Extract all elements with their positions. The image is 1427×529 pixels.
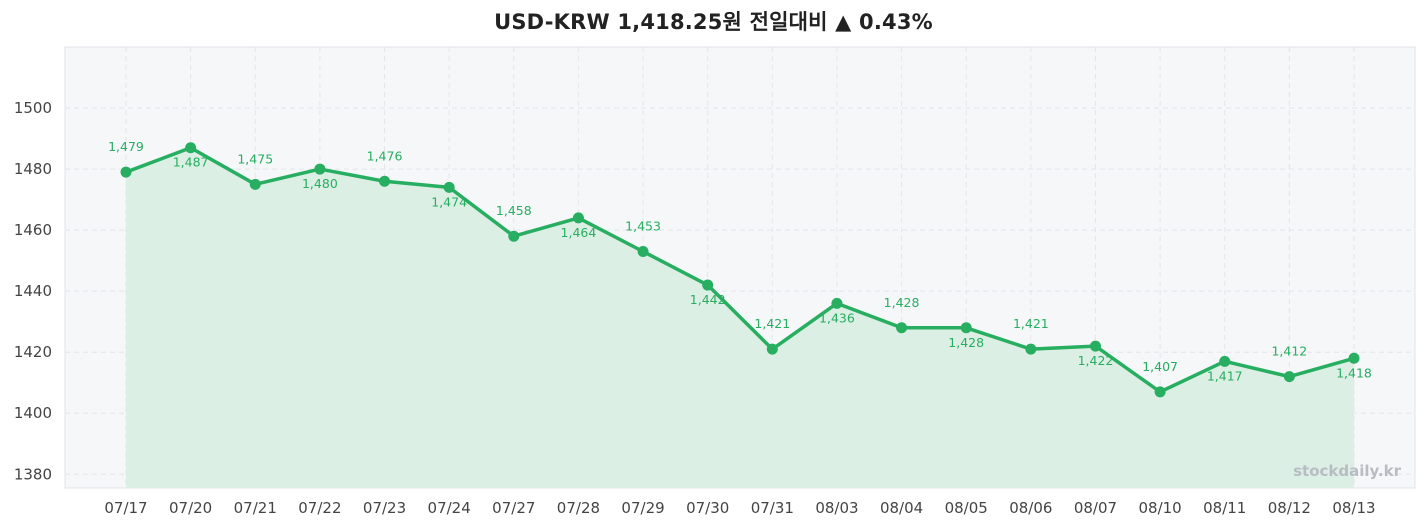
x-tick-label: 07/30 [686, 499, 729, 517]
data-point [249, 178, 261, 190]
x-tick-label: 08/05 [945, 499, 988, 517]
y-tick-label: 1380 [14, 465, 52, 483]
x-tick-label: 08/03 [815, 499, 858, 517]
data-point [960, 322, 972, 334]
x-tick-label: 07/17 [104, 499, 147, 517]
y-axis-ticks: 1380 1400 1420 1440 1460 1480 1500 [14, 99, 52, 483]
x-tick-label: 08/11 [1203, 499, 1246, 517]
data-label: 1,407 [1142, 359, 1178, 374]
x-tick-label: 07/20 [169, 499, 212, 517]
x-tick-label: 07/29 [621, 499, 664, 517]
data-point [1348, 352, 1360, 364]
x-tick-label: 07/31 [751, 499, 794, 517]
data-label: 1,428 [948, 335, 984, 350]
data-point [1089, 340, 1101, 352]
data-label: 1,474 [431, 194, 467, 209]
y-tick-label: 1460 [14, 221, 52, 239]
data-point [120, 166, 132, 178]
data-point [896, 322, 908, 334]
data-label: 1,464 [561, 225, 597, 240]
watermark: stockdaily.kr [1293, 462, 1401, 480]
data-markers [120, 142, 1360, 398]
x-tick-label: 07/28 [557, 499, 600, 517]
data-label: 1,418 [1336, 365, 1372, 380]
data-point [572, 212, 584, 224]
data-label: 1,480 [302, 176, 338, 191]
data-point [831, 297, 843, 309]
x-tick-label: 08/10 [1138, 499, 1181, 517]
data-label: 1,428 [884, 295, 920, 310]
data-label: 1,458 [496, 203, 532, 218]
x-tick-label: 08/04 [880, 499, 923, 517]
data-point [1154, 386, 1166, 398]
x-tick-label: 07/23 [363, 499, 406, 517]
data-label: 1,479 [108, 139, 144, 154]
data-label: 1,421 [1013, 316, 1049, 331]
x-tick-label: 08/13 [1332, 499, 1375, 517]
y-tick-label: 1400 [14, 404, 52, 422]
data-label: 1,412 [1271, 344, 1307, 359]
y-tick-label: 1420 [14, 343, 52, 361]
x-tick-label: 07/24 [428, 499, 471, 517]
y-tick-label: 1480 [14, 160, 52, 178]
data-point [379, 175, 391, 187]
chart-title: USD-KRW 1,418.25원 전일대비 ▲ 0.43% [494, 10, 933, 34]
x-tick-label: 08/06 [1009, 499, 1052, 517]
data-point [185, 142, 197, 154]
x-tick-label: 07/22 [298, 499, 341, 517]
data-label: 1,436 [819, 310, 855, 325]
y-tick-label: 1440 [14, 282, 52, 300]
data-label: 1,475 [237, 151, 273, 166]
data-point [508, 230, 520, 242]
x-axis-ticks: 07/17 07/20 07/21 07/22 07/23 07/24 07/27 07/28… [104, 499, 1375, 517]
x-tick-label: 07/27 [492, 499, 535, 517]
data-label: 1,417 [1207, 368, 1243, 383]
data-point [443, 181, 455, 193]
x-tick-label: 08/07 [1074, 499, 1117, 517]
x-tick-label: 08/12 [1268, 499, 1311, 517]
data-labels: 1,479 1,487 1,475 1,480 1,476 1,474 1,458 1,464… [108, 139, 1372, 383]
data-label: 1,476 [367, 148, 403, 163]
x-tick-label: 07/21 [234, 499, 277, 517]
series-line [124, 145, 1356, 394]
data-point [314, 163, 326, 175]
data-point [702, 279, 714, 291]
data-point [1025, 343, 1037, 355]
data-point [1219, 355, 1231, 367]
y-tick-label: 1500 [14, 99, 52, 117]
data-point [637, 245, 649, 257]
data-point [766, 343, 778, 355]
data-label: 1,453 [625, 218, 661, 233]
data-label: 1,422 [1078, 353, 1114, 368]
data-label: 1,442 [690, 292, 726, 307]
data-label: 1,487 [173, 155, 209, 170]
data-label: 1,421 [754, 316, 790, 331]
data-point [1283, 371, 1295, 383]
